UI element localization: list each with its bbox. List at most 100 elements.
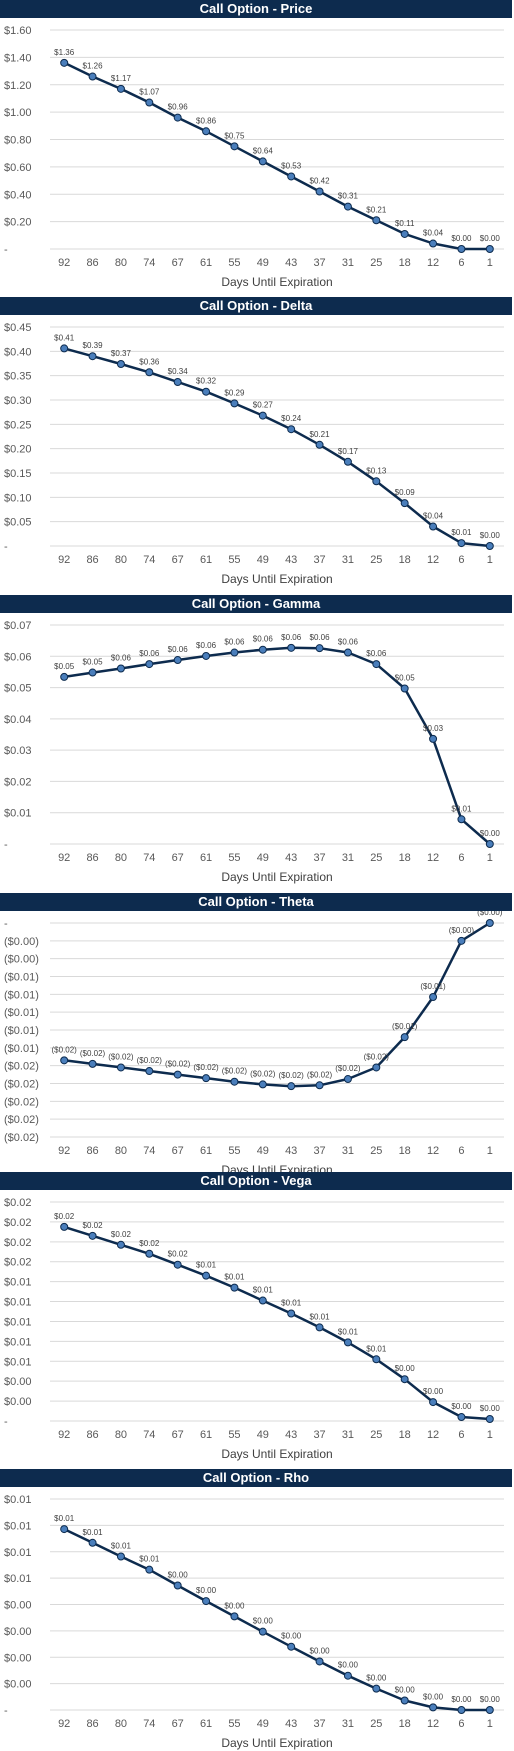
x-tick-label: 25 xyxy=(370,257,382,269)
data-label: $1.17 xyxy=(111,74,132,83)
data-point xyxy=(372,216,381,225)
data-label: $0.21 xyxy=(310,430,331,439)
x-tick-label: 37 xyxy=(313,1429,325,1441)
y-tick-label: $0.20 xyxy=(4,217,32,229)
data-label: $0.02 xyxy=(139,1239,160,1248)
data-label: $0.75 xyxy=(224,131,245,140)
data-label: $0.01 xyxy=(281,1298,302,1307)
chart-title: Call Option - Delta xyxy=(0,297,512,315)
data-point xyxy=(258,1296,267,1305)
data-point xyxy=(258,645,267,654)
data-point xyxy=(457,1706,466,1714)
x-tick-label: 37 xyxy=(313,852,325,864)
data-point xyxy=(429,993,438,1002)
y-tick-label: $0.02 xyxy=(4,1217,32,1229)
y-tick-label: ($0.01) xyxy=(4,989,39,1001)
x-tick-label: 31 xyxy=(342,554,354,566)
x-tick-label: 61 xyxy=(200,1145,212,1157)
data-point xyxy=(457,815,466,824)
data-point xyxy=(485,840,494,848)
data-label: $0.06 xyxy=(111,653,132,662)
data-label: $0.11 xyxy=(395,219,415,228)
x-tick-label: 80 xyxy=(115,1718,127,1730)
series-line xyxy=(64,646,491,845)
y-tick-label: $0.00 xyxy=(4,1652,32,1664)
data-label: $0.00 xyxy=(168,1571,189,1580)
data-point xyxy=(485,1706,494,1714)
x-tick-label: 92 xyxy=(58,257,70,269)
y-tick-label: $0.01 xyxy=(4,1547,32,1559)
data-point xyxy=(343,457,352,466)
data-label: $0.01 xyxy=(54,1514,75,1523)
data-point xyxy=(145,1565,154,1574)
x-tick-label: 86 xyxy=(86,1429,98,1441)
x-tick-label: 92 xyxy=(58,1718,70,1730)
data-point xyxy=(202,1271,211,1280)
x-tick-label: 74 xyxy=(143,1145,155,1157)
x-tick-label: 49 xyxy=(257,1145,269,1157)
data-point xyxy=(429,734,438,743)
data-label: $0.01 xyxy=(83,1528,104,1537)
data-label: $0.64 xyxy=(253,146,274,155)
data-label: $0.13 xyxy=(366,466,387,475)
chart-title: Call Option - Theta xyxy=(0,893,512,911)
data-point xyxy=(372,1684,381,1693)
data-point xyxy=(258,1627,267,1636)
x-tick-label: 61 xyxy=(200,1718,212,1730)
y-tick-label: $0.60 xyxy=(4,162,32,174)
y-tick-label: $1.00 xyxy=(4,107,32,119)
data-point xyxy=(457,936,466,945)
x-tick-label: 43 xyxy=(285,1718,297,1730)
chart-price: - $0.20 $0.40 $0.60 $0.80 $1.00 $1.20 $1.40 $1.6… xyxy=(4,25,504,289)
x-tick-label: 92 xyxy=(58,1429,70,1441)
data-point xyxy=(173,1581,182,1590)
data-label: ($0.02) xyxy=(364,1052,390,1061)
y-tick-label: $0.40 xyxy=(4,189,32,201)
data-point xyxy=(372,1063,381,1072)
data-point xyxy=(230,1283,239,1292)
x-tick-label: 74 xyxy=(143,554,155,566)
data-point xyxy=(230,142,239,151)
y-tick-label: $0.04 xyxy=(4,714,32,726)
data-label: $0.01 xyxy=(139,1555,160,1564)
x-tick-label: 55 xyxy=(228,852,240,864)
y-tick-label: $0.01 xyxy=(4,1520,32,1532)
y-tick-label: $0.01 xyxy=(4,1356,32,1368)
data-label: $0.42 xyxy=(310,177,331,186)
x-tick-label: 86 xyxy=(86,554,98,566)
x-tick-label: 49 xyxy=(257,1718,269,1730)
data-label: $0.00 xyxy=(196,1586,217,1595)
data-label: $0.01 xyxy=(253,1286,274,1295)
data-label: ($0.02) xyxy=(108,1052,134,1061)
y-tick-label: $0.15 xyxy=(4,468,32,480)
x-tick-label: 55 xyxy=(228,1718,240,1730)
data-label: $0.00 xyxy=(395,1364,416,1373)
y-tick-label: $0.06 xyxy=(4,651,32,663)
x-tick-label: 18 xyxy=(399,852,411,864)
x-tick-label: 37 xyxy=(313,257,325,269)
x-tick-label: 6 xyxy=(458,1718,464,1730)
data-point xyxy=(173,1260,182,1269)
data-label: $0.01 xyxy=(366,1344,387,1353)
data-point xyxy=(485,542,494,550)
series-line xyxy=(63,1225,490,1421)
data-point xyxy=(116,1552,125,1561)
y-tick-label: $0.00 xyxy=(4,1396,32,1408)
x-tick-label: 37 xyxy=(313,1718,325,1730)
data-point xyxy=(202,127,211,136)
y-tick-label: $0.40 xyxy=(4,346,32,358)
data-label: ($0.00) xyxy=(449,926,475,935)
data-point xyxy=(88,1059,97,1068)
x-tick-label: 49 xyxy=(257,257,269,269)
x-tick-label: 31 xyxy=(342,1718,354,1730)
x-tick-label: 49 xyxy=(257,852,269,864)
x-axis-label: Days Until Expiration xyxy=(221,275,332,289)
data-label: ($0.02) xyxy=(279,1071,305,1080)
data-label: $0.32 xyxy=(196,377,217,386)
data-point xyxy=(429,1703,438,1712)
x-tick-label: 6 xyxy=(458,852,464,864)
data-label: $0.00 xyxy=(281,1632,302,1641)
data-point xyxy=(88,1538,97,1547)
data-point xyxy=(145,98,154,107)
data-label: $0.01 xyxy=(451,804,472,813)
